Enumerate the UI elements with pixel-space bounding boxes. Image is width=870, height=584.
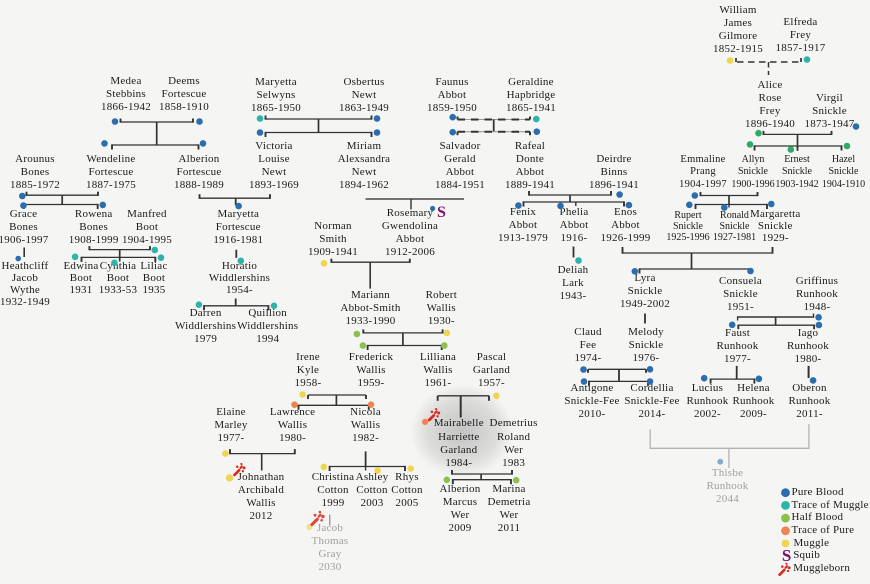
svg-text:S: S [437, 204, 446, 221]
svg-text:S: S [782, 546, 791, 565]
